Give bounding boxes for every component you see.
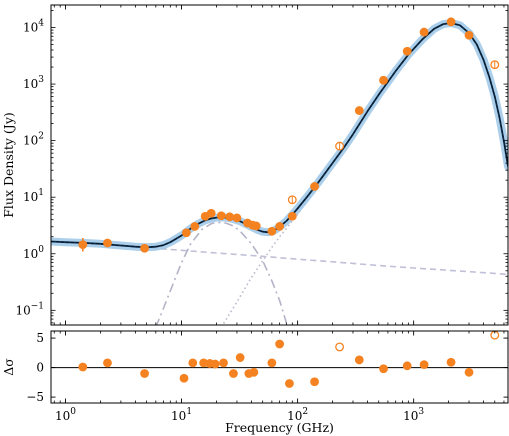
y-tick-label-base: 10 <box>23 21 38 35</box>
x-tick-label: 101 <box>171 407 192 423</box>
data-point <box>78 240 88 250</box>
y-tick-label: 104 <box>23 19 44 35</box>
y-tick-label-exponent: 1 <box>38 188 44 198</box>
residual-point <box>419 360 429 370</box>
residual-point <box>285 379 294 388</box>
y-tick-label-base: 10 <box>23 247 38 261</box>
data-point <box>232 213 242 223</box>
x-tick-label-exponent: 0 <box>70 407 76 417</box>
y-tick-label-base: 10 <box>15 303 30 317</box>
data-point <box>379 75 388 85</box>
x-tick-label-exponent: 2 <box>302 407 308 417</box>
residual-point-open <box>335 342 345 352</box>
x-tick-label-exponent: 3 <box>418 407 424 417</box>
y-tick-label-exponent: −1 <box>31 301 44 311</box>
y-tick-label-exponent: 0 <box>38 245 44 255</box>
residual-point <box>179 373 189 383</box>
y-tick-label-exponent: 2 <box>38 132 44 142</box>
main-frame <box>50 4 509 326</box>
y-tick-label: 10−1 <box>15 301 44 317</box>
residual-point <box>464 367 474 377</box>
data-point <box>267 226 277 236</box>
residual-point <box>235 353 245 362</box>
data-point <box>275 221 285 231</box>
resid-y-tick-label: 0 <box>36 361 44 375</box>
y-tick-label: 100 <box>23 245 44 261</box>
y-tick-label: 102 <box>23 132 44 148</box>
model-median-curve <box>51 22 508 248</box>
residual-point <box>267 358 277 368</box>
x-tick-label: 103 <box>403 407 424 423</box>
data-point <box>419 27 429 37</box>
y-tick-label-base: 10 <box>23 190 38 204</box>
y-tick-label-exponent: 3 <box>38 75 44 85</box>
residual-point <box>188 358 198 368</box>
data-point <box>464 30 474 40</box>
data-point <box>103 238 112 248</box>
data-point <box>287 211 297 221</box>
y-axis-label-flux: Flux Density (Jy) <box>1 112 16 218</box>
component-curve-dashed <box>51 240 508 276</box>
main-plot-area <box>51 17 508 325</box>
x-tick-label-base: 10 <box>171 409 186 423</box>
data-point <box>190 221 200 231</box>
x-tick-label: 100 <box>55 407 76 423</box>
residual-point <box>219 358 228 368</box>
y-tick-label-base: 10 <box>23 77 38 91</box>
model-curve <box>51 22 508 249</box>
data-point <box>225 212 235 222</box>
y-tick-label-exponent: 4 <box>38 19 44 29</box>
y-tick-label: 103 <box>23 75 44 91</box>
residual-point <box>354 355 364 365</box>
x-axis-label-frequency: Frequency (GHz) <box>225 420 334 435</box>
x-tick-label-exponent: 1 <box>186 407 192 417</box>
residual-point <box>229 369 238 378</box>
y-tick-label-base: 10 <box>23 134 38 148</box>
residual-point <box>379 364 388 374</box>
data-point <box>140 243 149 253</box>
residual-point <box>78 362 88 372</box>
residual-point <box>310 377 319 387</box>
data-point <box>310 182 319 191</box>
residual-point <box>446 357 456 367</box>
data-point <box>181 228 191 238</box>
data-point <box>216 211 226 221</box>
x-tick-label-base: 10 <box>403 409 418 423</box>
data-point <box>354 106 364 115</box>
x-tick-label-base: 10 <box>55 409 70 423</box>
residual-point <box>249 367 259 377</box>
x-tick-label: 102 <box>287 407 308 423</box>
data-point <box>206 208 216 218</box>
component-curve-dotted <box>221 186 319 325</box>
residual-point <box>103 358 112 368</box>
data-point <box>446 17 456 27</box>
data-point <box>402 46 412 56</box>
model-uncertainty-band <box>51 19 508 252</box>
residual-point <box>210 359 220 369</box>
y-axis-label-residual: Δσ <box>1 358 16 376</box>
residual-point <box>402 361 412 371</box>
x-tick-label-base: 10 <box>287 409 302 423</box>
residual-point <box>140 369 149 378</box>
residual-point <box>275 339 285 349</box>
y-tick-label: 101 <box>23 188 44 204</box>
data-point <box>251 221 261 231</box>
resid-y-tick-label: 5 <box>36 331 44 345</box>
residual-plot-area <box>51 331 508 388</box>
resid-y-tick-label: −5 <box>26 390 44 404</box>
